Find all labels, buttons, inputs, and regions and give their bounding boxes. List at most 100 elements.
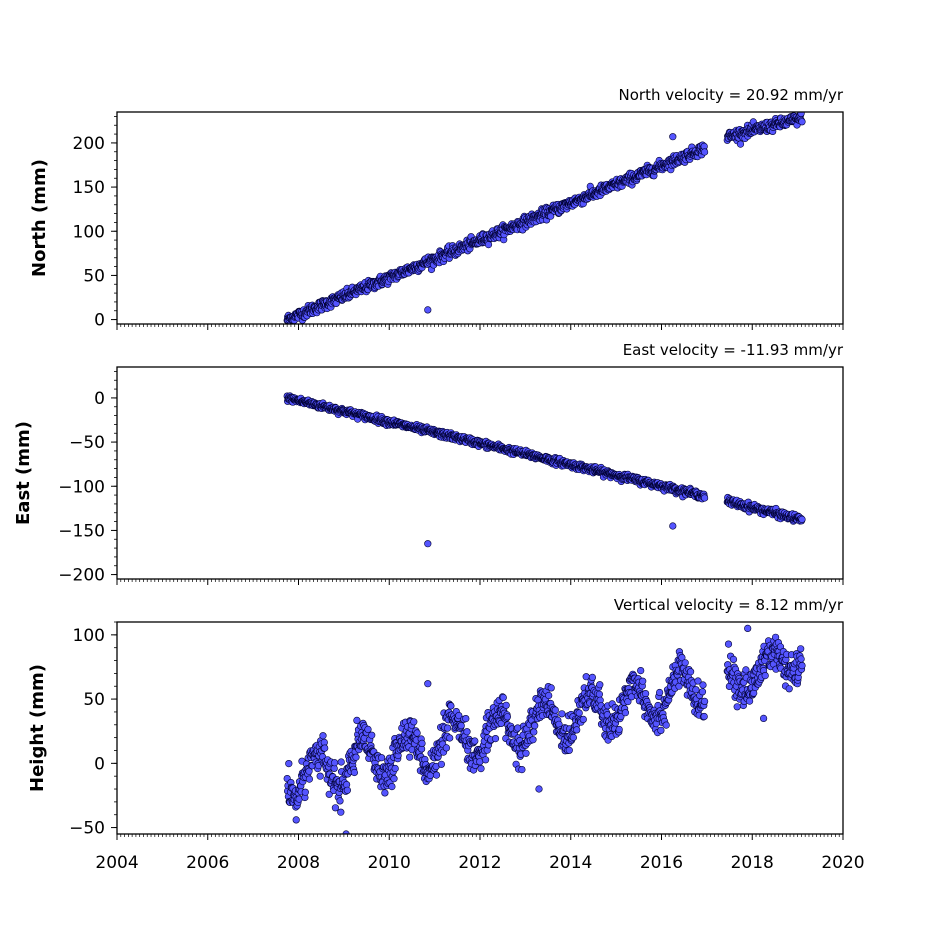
north-point bbox=[700, 148, 709, 156]
height-point bbox=[455, 711, 463, 720]
north-y-tick-label: 100 bbox=[73, 222, 105, 242]
height-point bbox=[447, 702, 455, 710]
north-points bbox=[283, 112, 806, 324]
height-plot-frame bbox=[116, 621, 844, 835]
height-point bbox=[797, 655, 805, 663]
height-point bbox=[639, 677, 647, 685]
height-y-tick-label: 100 bbox=[73, 626, 105, 646]
north-y-tick-label: 0 bbox=[94, 311, 105, 331]
height-point bbox=[482, 756, 490, 764]
height-point bbox=[418, 739, 426, 747]
height-point bbox=[301, 788, 309, 796]
height-point bbox=[316, 772, 324, 780]
north-outlier-point bbox=[669, 133, 677, 141]
height-point bbox=[518, 766, 526, 774]
height-point bbox=[742, 666, 750, 674]
height-outlier-point bbox=[424, 680, 432, 688]
east-y-tick-label: −50 bbox=[69, 433, 105, 453]
height-point bbox=[503, 713, 512, 721]
height-point bbox=[569, 733, 578, 742]
height-point bbox=[700, 712, 708, 721]
east-y-axis-label: East (mm) bbox=[13, 421, 34, 525]
x-tick-label: 2006 bbox=[186, 853, 229, 873]
height-point bbox=[337, 758, 345, 766]
height-y-axis-label: Height (mm) bbox=[27, 664, 48, 792]
height-point bbox=[724, 640, 733, 648]
east-point bbox=[798, 515, 806, 523]
height-point bbox=[331, 804, 339, 812]
height-point bbox=[499, 693, 507, 702]
height-point bbox=[588, 673, 597, 682]
height-point bbox=[637, 666, 645, 675]
height-point bbox=[437, 760, 446, 768]
height-point bbox=[699, 681, 707, 689]
x-tick-label: 2008 bbox=[277, 853, 320, 873]
north-y-ticks: 0 50 100 150 200 bbox=[73, 116, 117, 331]
height-point bbox=[615, 725, 623, 734]
east-y-tick-label: −150 bbox=[58, 521, 105, 541]
height-point bbox=[406, 753, 414, 761]
east-points bbox=[283, 392, 806, 548]
height-point bbox=[573, 726, 581, 734]
east-y-tick-label: −100 bbox=[58, 477, 105, 497]
height-point bbox=[502, 701, 510, 709]
height-point bbox=[442, 744, 451, 752]
east-y-tick-label: −200 bbox=[58, 566, 105, 586]
height-point bbox=[462, 714, 470, 723]
height-point bbox=[641, 689, 650, 698]
height-outlier-point bbox=[292, 816, 300, 824]
height-y-tick-label: 0 bbox=[94, 754, 105, 774]
height-point bbox=[686, 668, 695, 676]
height-point bbox=[305, 775, 313, 783]
height-point bbox=[551, 706, 559, 714]
height-point bbox=[350, 768, 358, 777]
height-point bbox=[595, 690, 604, 698]
height-point bbox=[761, 671, 769, 680]
x-tick-label: 2020 bbox=[821, 853, 864, 873]
north-point bbox=[484, 241, 493, 249]
north-y-axis-label: North (mm) bbox=[29, 159, 50, 277]
height-point bbox=[463, 728, 471, 736]
x-tick-label: 2016 bbox=[640, 853, 683, 873]
height-point bbox=[491, 734, 500, 743]
height-point bbox=[343, 786, 351, 794]
height-point bbox=[745, 697, 754, 705]
height-point bbox=[545, 691, 553, 700]
x-tick-label: 2018 bbox=[731, 853, 774, 873]
height-outlier-point bbox=[759, 714, 768, 722]
height-outlier-point bbox=[744, 624, 752, 633]
north-outlier-point bbox=[424, 306, 432, 314]
height-point bbox=[353, 716, 361, 724]
height-point bbox=[331, 759, 339, 767]
height-point bbox=[410, 718, 418, 726]
height-point bbox=[700, 697, 709, 705]
height-point bbox=[446, 734, 454, 742]
north-y-tick-label: 50 bbox=[83, 266, 105, 286]
north-point bbox=[736, 140, 745, 148]
height-point bbox=[413, 729, 421, 737]
height-point bbox=[596, 681, 604, 689]
north-plot-frame bbox=[116, 111, 844, 325]
height-point bbox=[391, 764, 399, 773]
east-panel: 0 −50 −100 −150 −200 East velocity = -11.93 … bbox=[13, 341, 844, 586]
height-point bbox=[530, 728, 538, 736]
height-point bbox=[444, 724, 452, 732]
height-point bbox=[624, 697, 632, 706]
north-point bbox=[797, 112, 805, 117]
height-point bbox=[662, 721, 670, 729]
height-point bbox=[336, 797, 344, 805]
height-point bbox=[558, 710, 566, 718]
height-point bbox=[547, 684, 555, 692]
height-y-tick-label: 50 bbox=[83, 690, 105, 710]
height-point bbox=[471, 737, 479, 745]
height-point bbox=[337, 808, 345, 816]
height-point bbox=[529, 736, 537, 744]
height-point bbox=[531, 722, 539, 730]
height-point bbox=[785, 685, 793, 693]
height-points bbox=[283, 624, 806, 834]
height-point bbox=[621, 709, 630, 717]
east-velocity-title: East velocity = -11.93 mm/yr bbox=[623, 341, 844, 359]
height-point bbox=[565, 746, 573, 754]
height-point bbox=[694, 677, 702, 685]
